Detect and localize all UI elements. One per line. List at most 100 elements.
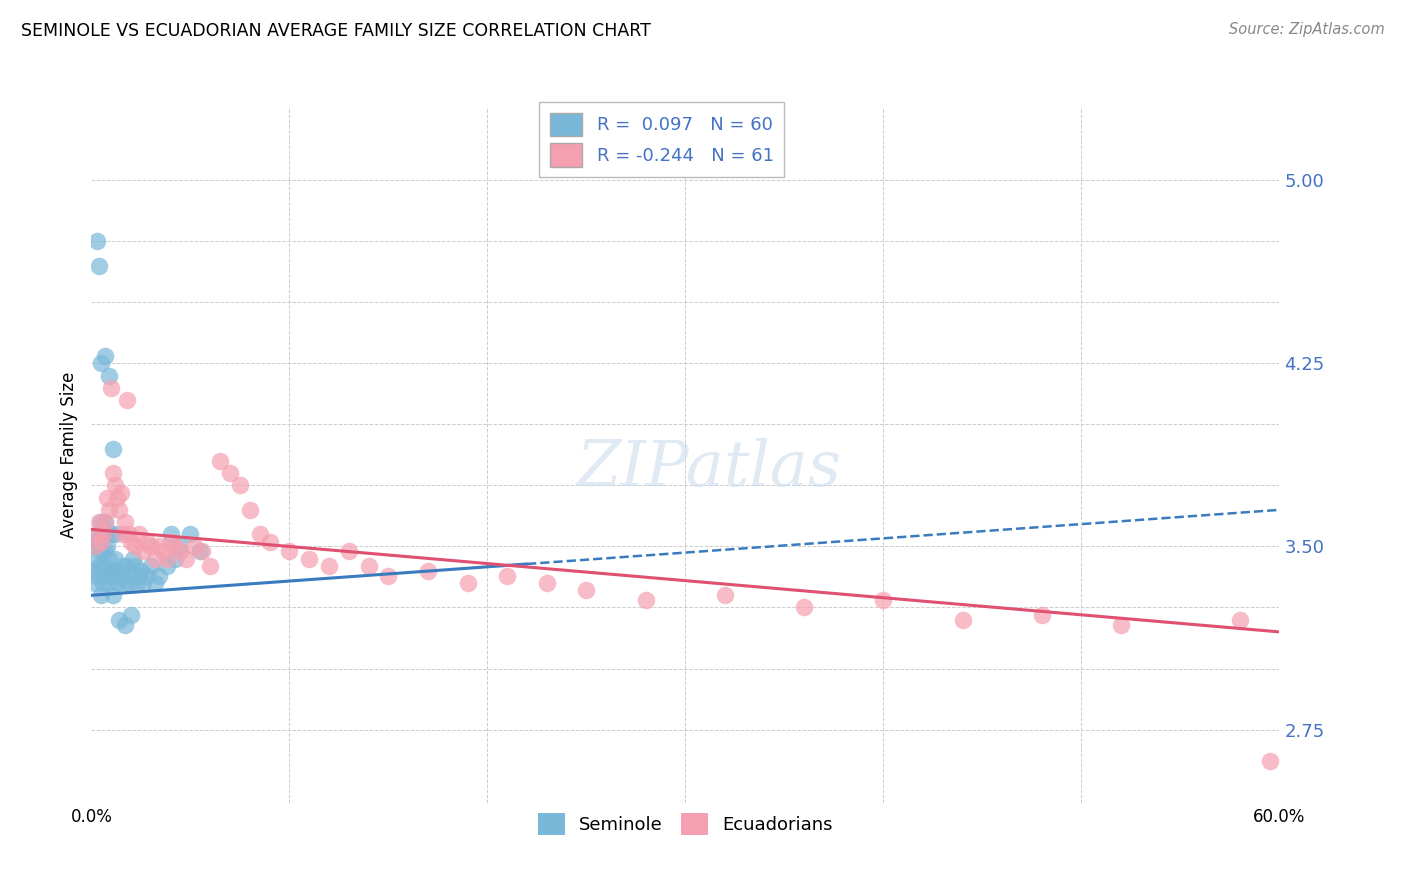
Legend: Seminole, Ecuadorians: Seminole, Ecuadorians bbox=[530, 806, 841, 842]
Text: ZIPatlas: ZIPatlas bbox=[576, 438, 842, 500]
Point bbox=[129, 564, 152, 578]
Point bbox=[1109, 617, 1132, 632]
Point bbox=[124, 559, 146, 574]
Point bbox=[86, 235, 108, 249]
Point bbox=[90, 534, 112, 549]
Point bbox=[169, 544, 191, 558]
Point bbox=[82, 564, 104, 578]
Point bbox=[110, 568, 132, 582]
Point bbox=[357, 559, 380, 574]
Point bbox=[86, 527, 108, 541]
Point bbox=[96, 540, 118, 554]
Point bbox=[104, 551, 127, 566]
Point bbox=[89, 259, 111, 273]
Point bbox=[156, 559, 179, 574]
Point bbox=[128, 568, 150, 582]
Point bbox=[318, 559, 340, 574]
Point bbox=[122, 551, 145, 566]
Point bbox=[100, 568, 122, 582]
Point bbox=[159, 534, 181, 549]
Point bbox=[132, 576, 155, 591]
Point bbox=[1031, 607, 1053, 622]
Point bbox=[143, 576, 166, 591]
Point bbox=[259, 534, 281, 549]
Point bbox=[132, 544, 155, 558]
Point bbox=[496, 568, 519, 582]
Point bbox=[104, 478, 127, 492]
Point bbox=[98, 368, 121, 383]
Point bbox=[139, 559, 162, 574]
Point bbox=[416, 564, 439, 578]
Text: SEMINOLE VS ECUADORIAN AVERAGE FAMILY SIZE CORRELATION CHART: SEMINOLE VS ECUADORIAN AVERAGE FAMILY SI… bbox=[21, 22, 651, 40]
Point bbox=[114, 576, 136, 591]
Point bbox=[1229, 613, 1251, 627]
Point bbox=[872, 593, 894, 607]
Point bbox=[249, 527, 271, 541]
Point bbox=[191, 544, 214, 558]
Point bbox=[100, 381, 122, 395]
Point bbox=[94, 568, 117, 582]
Point bbox=[101, 588, 124, 602]
Point bbox=[108, 503, 131, 517]
Point bbox=[118, 527, 141, 541]
Point bbox=[337, 544, 360, 558]
Point bbox=[575, 583, 598, 598]
Point bbox=[457, 576, 479, 591]
Point bbox=[89, 527, 111, 541]
Point bbox=[179, 527, 201, 541]
Point bbox=[118, 576, 141, 591]
Point bbox=[84, 540, 107, 554]
Point bbox=[91, 576, 114, 591]
Point bbox=[86, 534, 108, 549]
Point bbox=[714, 588, 737, 602]
Point bbox=[112, 527, 135, 541]
Point bbox=[115, 559, 138, 574]
Point bbox=[115, 392, 138, 407]
Point bbox=[98, 576, 121, 591]
Y-axis label: Average Family Size: Average Family Size bbox=[59, 372, 77, 538]
Point bbox=[100, 527, 122, 541]
Point bbox=[91, 559, 114, 574]
Point bbox=[89, 515, 111, 529]
Point bbox=[163, 540, 186, 554]
Point bbox=[200, 559, 222, 574]
Point bbox=[143, 551, 166, 566]
Point bbox=[91, 527, 114, 541]
Point bbox=[114, 515, 136, 529]
Point bbox=[98, 503, 121, 517]
Point bbox=[110, 485, 132, 500]
Point bbox=[96, 564, 118, 578]
Point bbox=[94, 544, 117, 558]
Point bbox=[125, 576, 148, 591]
Point bbox=[128, 527, 150, 541]
Point bbox=[377, 568, 399, 582]
Point bbox=[159, 527, 181, 541]
Point bbox=[101, 564, 124, 578]
Point bbox=[84, 576, 107, 591]
Point bbox=[634, 593, 657, 607]
Point bbox=[91, 527, 114, 541]
Point bbox=[793, 600, 815, 615]
Point bbox=[135, 534, 157, 549]
Point bbox=[96, 491, 118, 505]
Point bbox=[167, 540, 190, 554]
Point bbox=[112, 559, 135, 574]
Point bbox=[163, 551, 186, 566]
Point bbox=[114, 617, 136, 632]
Point bbox=[86, 568, 108, 582]
Point bbox=[104, 527, 127, 541]
Point bbox=[148, 568, 170, 582]
Point bbox=[94, 515, 117, 529]
Point bbox=[84, 540, 107, 554]
Point bbox=[229, 478, 252, 492]
Point bbox=[94, 349, 117, 363]
Point bbox=[90, 515, 112, 529]
Point bbox=[90, 544, 112, 558]
Point bbox=[183, 540, 205, 554]
Point bbox=[101, 467, 124, 481]
Point bbox=[89, 559, 111, 574]
Point bbox=[101, 442, 124, 456]
Point bbox=[135, 568, 157, 582]
Point bbox=[94, 515, 117, 529]
Point bbox=[188, 544, 211, 558]
